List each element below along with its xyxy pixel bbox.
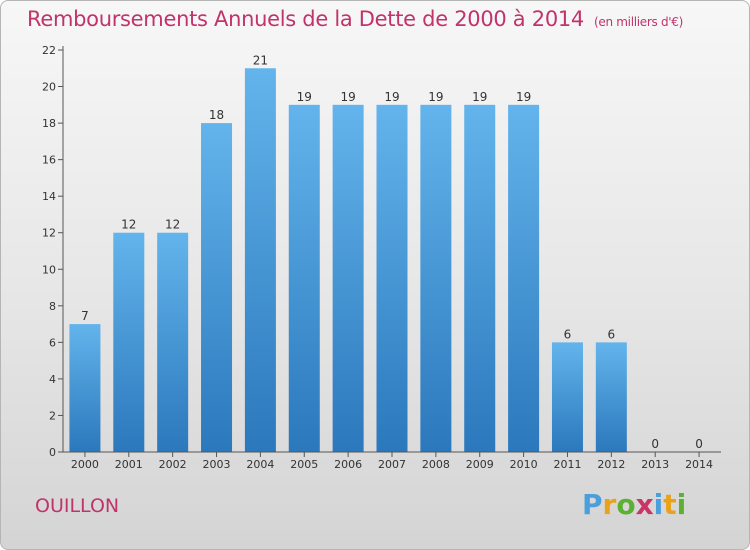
data-label-2006: 19: [340, 90, 355, 104]
x-tick-label-2002: 2002: [159, 458, 187, 471]
bar-2009: [464, 104, 496, 453]
x-tick-label-2000: 2000: [71, 458, 99, 471]
bar-2011: [551, 342, 583, 452]
x-tick-label-2014: 2014: [685, 458, 713, 471]
y-axis: 0 2 4 6 8 10 12 14 16 18 20 22: [42, 44, 64, 459]
bar-2007: [376, 104, 408, 453]
data-label-2010: 19: [516, 90, 531, 104]
y-tick-label: 4: [49, 373, 56, 386]
x-tick-label-2007: 2007: [378, 458, 406, 471]
y-tick-label: 16: [42, 154, 56, 167]
bar-2005: [288, 104, 320, 453]
x-tick-label-2011: 2011: [553, 458, 581, 471]
y-tick-label: 18: [42, 117, 56, 130]
bar-2006: [332, 104, 364, 453]
unit-label: (en milliers d'€): [594, 15, 684, 29]
logo-letter: i: [653, 488, 664, 521]
y-tick-label: 22: [42, 44, 56, 57]
data-label-2013: 0: [651, 437, 659, 451]
y-tick-label: 14: [42, 190, 56, 203]
logo-letter: t: [663, 488, 677, 521]
y-tick-label: 8: [49, 300, 56, 313]
y-tick-label: 12: [42, 227, 56, 240]
data-label-2014: 0: [695, 437, 703, 451]
bar-2002: [157, 232, 189, 452]
y-tick-label: 20: [42, 81, 56, 94]
bar-2012: [595, 342, 627, 452]
logo-letter: x: [635, 488, 654, 521]
data-label-2007: 19: [384, 90, 399, 104]
data-label-2000: 7: [81, 309, 89, 323]
x-axis: 2000 2001 2002 2003 2004 2005 2006 2007 2008 2009…: [63, 451, 721, 471]
x-tick-label-2006: 2006: [334, 458, 362, 471]
x-tick-label-2010: 2010: [510, 458, 538, 471]
bars-group: 7 12 12 18 21 19 19 19 19 19 19 6 6 0 0: [69, 53, 703, 453]
y-tick-label: 0: [49, 446, 56, 459]
data-label-2011: 6: [564, 327, 572, 341]
data-label-2002: 12: [165, 218, 180, 232]
bar-2000: [69, 324, 101, 452]
logo-letter: i: [676, 488, 687, 521]
y-tick-label: 10: [42, 263, 56, 276]
bar-2004: [244, 68, 276, 452]
logo-letter: o: [616, 488, 636, 521]
data-label-2008: 19: [428, 90, 443, 104]
bar-2003: [201, 123, 233, 452]
bar-2010: [508, 104, 540, 453]
x-tick-label-2005: 2005: [290, 458, 318, 471]
logo-letter: P: [582, 488, 603, 521]
bar-2008: [420, 104, 452, 453]
logo-letter: r: [602, 488, 617, 521]
x-tick-label-2012: 2012: [597, 458, 625, 471]
proxiti-logo: Proxiti: [582, 488, 686, 521]
data-label-2005: 19: [297, 90, 312, 104]
x-tick-label-2003: 2003: [203, 458, 231, 471]
commune-name: OUILLON: [35, 495, 120, 517]
x-tick-label-2008: 2008: [422, 458, 450, 471]
chart-title: Remboursements Annuels de la Dette de 20…: [27, 7, 683, 31]
y-tick-label: 2: [49, 409, 56, 422]
title-text: Remboursements Annuels de la Dette de 20…: [27, 7, 584, 31]
data-label-2009: 19: [472, 90, 487, 104]
x-tick-label-2001: 2001: [115, 458, 143, 471]
data-label-2004: 21: [253, 53, 268, 67]
data-label-2003: 18: [209, 108, 224, 122]
y-tick-label: 6: [49, 336, 56, 349]
data-label-2001: 12: [121, 218, 136, 232]
x-tick-label-2009: 2009: [466, 458, 494, 471]
bar-2001: [113, 232, 145, 452]
x-tick-label-2004: 2004: [246, 458, 274, 471]
data-label-2012: 6: [608, 327, 616, 341]
x-tick-label-2013: 2013: [641, 458, 669, 471]
